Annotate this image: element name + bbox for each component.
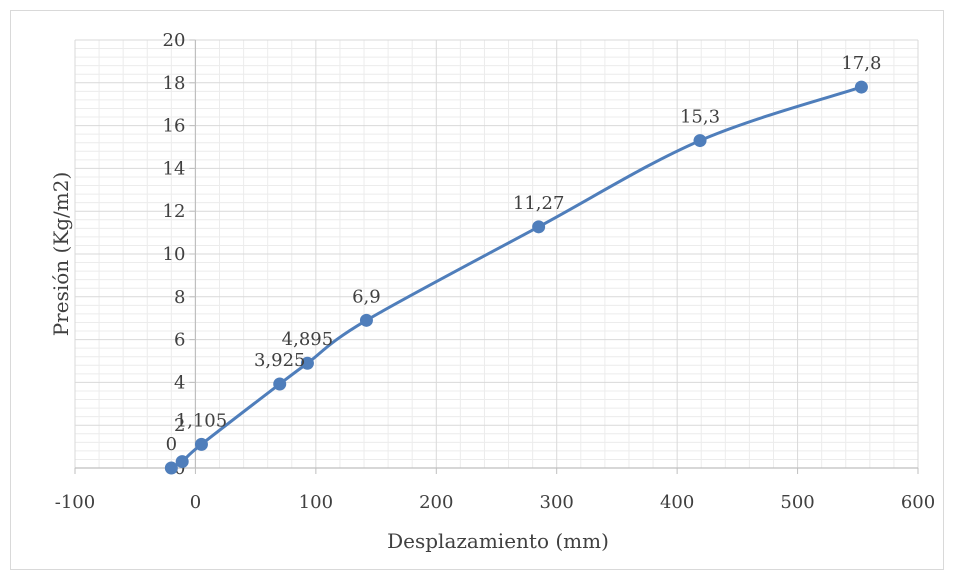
x-tick-label: -100 <box>55 492 95 513</box>
x-tick-label: 300 <box>540 492 574 513</box>
x-tick-label: 600 <box>901 492 935 513</box>
data-label: 17,8 <box>841 53 881 74</box>
data-point <box>532 220 546 234</box>
y-axis-title: Presión (Kg/m2) <box>49 172 73 337</box>
data-label: 15,3 <box>680 107 720 128</box>
x-tick-label: 500 <box>780 492 814 513</box>
major-gridlines <box>74 39 919 469</box>
x-axis-title: Desplazamiento (mm) <box>387 529 609 553</box>
y-tick-label: 10 <box>163 244 186 265</box>
data-label: 6,9 <box>352 286 381 307</box>
data-point <box>300 356 314 370</box>
data-point <box>164 461 178 475</box>
y-tick-label: 16 <box>163 116 186 137</box>
data-label: 4,895 <box>282 329 334 350</box>
y-tick-label: 2 <box>174 415 185 436</box>
y-tick-label: 6 <box>174 330 185 351</box>
x-tick-label: 400 <box>660 492 694 513</box>
data-label: 3,925 <box>254 350 306 371</box>
data-point <box>273 377 287 391</box>
y-tick-label: 12 <box>163 201 186 222</box>
data-point <box>854 80 868 94</box>
x-tick-label: 200 <box>419 492 453 513</box>
axes <box>74 39 919 474</box>
chart-area <box>10 10 944 570</box>
series-line <box>170 85 862 470</box>
y-tick-label: 14 <box>163 158 186 179</box>
data-label: 1,105 <box>176 410 228 431</box>
data-point <box>693 134 707 148</box>
y-tick-label: 20 <box>163 30 186 51</box>
x-tick-label: 100 <box>299 492 333 513</box>
x-tick-label: 0 <box>190 492 201 513</box>
data-point <box>175 455 189 469</box>
data-point <box>194 437 208 451</box>
y-tick-label: 18 <box>163 73 186 94</box>
y-tick-label: 4 <box>174 372 185 393</box>
data-label: 11,27 <box>513 193 565 214</box>
data-label: 0 <box>166 434 177 455</box>
x-tick-labels: -100 0 100 200 300 400 500 600 <box>55 492 935 513</box>
data-markers <box>164 80 868 475</box>
y-tick-label: 0 <box>174 458 185 479</box>
y-tick-label: 8 <box>174 287 185 308</box>
data-point <box>359 313 373 327</box>
